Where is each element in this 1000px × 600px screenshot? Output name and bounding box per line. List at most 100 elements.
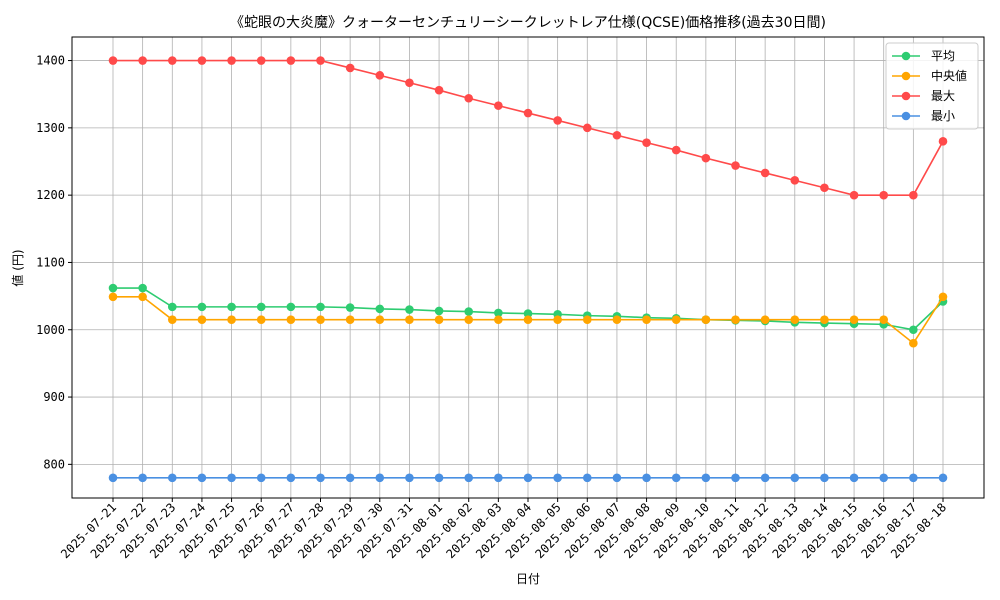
data-point [849,473,859,483]
data-point [760,473,770,483]
grid [72,37,984,498]
data-point [138,283,147,293]
data-point [375,315,385,324]
data-point [582,473,592,483]
data-point [582,315,592,324]
data-point [108,283,118,293]
legend-item: 中央値 [892,68,967,83]
data-point [879,190,889,200]
data-point [256,473,266,483]
data-point [760,315,770,324]
data-point [464,473,474,483]
data-point [790,176,800,185]
data-point [523,473,533,483]
data-point [167,56,177,65]
data-point [553,473,562,483]
legend-label: 平均 [931,49,955,63]
data-point [849,315,859,324]
data-point [256,315,266,324]
data-point [138,56,147,65]
data-point [375,304,385,314]
data-point [167,473,177,483]
data-point [345,303,355,312]
data-point [286,473,296,483]
legend-swatch-marker [901,91,911,101]
data-point [286,315,296,324]
data-point [612,473,622,483]
y-tick-label: 1200 [36,188,65,202]
data-point [879,473,889,483]
data-point [938,473,948,483]
legend-item: 平均 [892,49,955,63]
y-axis: 800 900 1000 1100 1200 1300 1400 [36,54,72,471]
data-point [375,473,385,483]
data-point [909,325,918,335]
data-point [671,473,681,483]
data-point [167,315,177,324]
series-1 [108,292,948,348]
data-point [909,190,918,200]
legend-item: 最小 [892,109,955,123]
data-point [938,137,948,146]
data-point [227,56,236,65]
data-point [790,315,800,324]
chart-title: 《蛇眼の大炎魔》クォーターセンチュリーシークレットレア仕様(QCSE)価格推移(… [230,15,826,31]
legend-box [885,42,979,130]
data-point [345,315,355,324]
data-point [909,473,918,483]
data-point [523,315,533,324]
data-point [938,292,948,302]
data-point [316,315,325,324]
legend-swatch-marker [901,51,911,61]
x-axis: 2025-07-212025-07-222025-07-232025-07-24… [58,498,949,561]
data-point [405,78,414,88]
data-point [731,473,740,483]
data-point [375,71,385,80]
data-point [553,315,562,324]
data-point [434,473,444,483]
data-point [316,302,325,312]
data-point [494,101,503,110]
data-point [405,305,414,314]
data-point [494,308,503,318]
y-tick-label: 1100 [36,255,65,269]
data-point [167,302,177,312]
data-point [197,302,207,312]
y-tick-label: 1400 [36,54,65,68]
legend-label: 中央値 [931,68,967,83]
data-point [108,56,118,65]
data-point [582,123,592,133]
y-axis-title: 値 (円) [10,249,25,286]
data-point [790,473,800,483]
data-point [553,116,562,125]
data-point [494,315,503,324]
data-point [464,315,474,324]
data-point [642,138,651,147]
data-point [820,315,829,324]
data-point [316,56,325,65]
data-point [108,292,118,302]
data-point [227,302,236,312]
series-2 [108,56,948,200]
data-point [523,309,533,318]
data-point [820,473,829,483]
data-point [671,315,681,324]
legend-swatch-marker [901,71,911,81]
data-point [345,63,355,73]
data-point [909,338,918,348]
data-point [316,473,325,483]
legend-label: 最小 [931,109,955,123]
data-point [405,315,414,324]
data-point [612,315,622,324]
data-point [256,302,266,312]
data-point [760,168,770,178]
y-tick-label: 900 [43,390,65,404]
data-point [879,315,889,324]
data-point [227,315,236,324]
data-point [731,315,740,324]
data-point [227,473,236,483]
data-point [108,473,118,483]
legend-item: 最大 [892,89,955,103]
